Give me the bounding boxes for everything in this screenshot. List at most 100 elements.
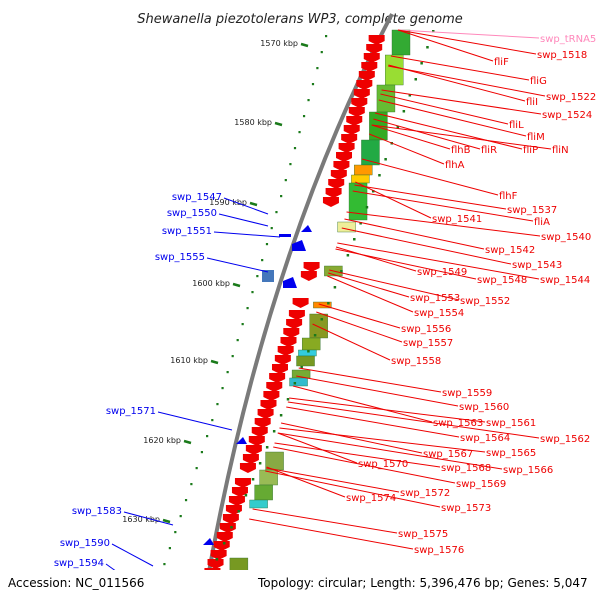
cds-block xyxy=(301,337,321,351)
minor-tick xyxy=(256,275,259,278)
reverse-gene-arrow xyxy=(280,337,297,347)
minor-tick xyxy=(184,499,188,502)
reverse-gene-label: fliM xyxy=(527,132,545,143)
reverse-gene-label: swp_1566 xyxy=(503,465,553,476)
accession-text: Accession: NC_011566 xyxy=(8,576,144,590)
leader-line xyxy=(328,272,410,298)
reverse-gene-arrow xyxy=(242,454,259,464)
reverse-gene-label: swp_1537 xyxy=(507,205,557,216)
reverse-gene-arrow xyxy=(286,319,303,329)
minor-tick xyxy=(251,291,254,294)
leader-line xyxy=(374,112,523,150)
minor-tick xyxy=(200,451,204,454)
cds-color-blocks xyxy=(220,29,411,600)
leader-line xyxy=(218,213,269,227)
reverse-gene-arrow xyxy=(336,152,353,162)
reverse-gene-label: swp_1549 xyxy=(417,267,467,278)
kbp-label: 1620 kbp xyxy=(143,436,181,445)
leader-line xyxy=(318,303,401,329)
reverse-gene-label: swp_1573 xyxy=(441,503,491,514)
reverse-gene-label: swp_1568 xyxy=(441,463,491,474)
forward-gene xyxy=(236,437,247,444)
leader-line xyxy=(355,181,432,219)
minor-tick xyxy=(251,478,255,481)
reverse-gene-arrow xyxy=(271,364,288,374)
reverse-gene-label: swp_1522 xyxy=(546,92,596,103)
minor-tick xyxy=(286,398,290,401)
reverse-gene-label: swp_1524 xyxy=(542,110,592,121)
reverse-gene-arrow xyxy=(351,98,368,108)
leader-line xyxy=(397,29,540,39)
topology-text: Topology: circular; Length: 5,396,476 bp… xyxy=(257,576,588,590)
reverse-gene-arrow xyxy=(353,89,370,99)
cds-block xyxy=(249,499,268,509)
reverse-gene-arrow xyxy=(333,161,350,171)
reverse-gene-arrow xyxy=(251,427,268,437)
reverse-gene-label: swp_1565 xyxy=(486,448,536,459)
leader-line xyxy=(157,411,233,431)
leader-line xyxy=(266,466,346,498)
forward-gene-label: swp_1594 xyxy=(54,558,104,569)
reverse-labels: swp_tRNA5 swp_1518 fliF fliG swp_1522 fliI swp… xyxy=(249,29,596,556)
reverse-gene-label: swp_1560 xyxy=(459,402,509,413)
forward-gene xyxy=(203,538,214,545)
minor-tick xyxy=(371,190,375,193)
minor-tick xyxy=(246,307,249,310)
leader-line xyxy=(371,124,451,150)
reverse-gene-arrow xyxy=(266,382,283,392)
reverse-gene-label: swp_1575 xyxy=(398,529,448,540)
map-title: Shewanella piezotolerans WP3, complete g… xyxy=(137,12,463,27)
minor-tick xyxy=(302,115,306,118)
reverse-gene-label: swp_1548 xyxy=(477,275,527,286)
minor-tick xyxy=(396,126,400,129)
minor-tick xyxy=(216,403,219,406)
reverse-gene-arrow xyxy=(274,355,291,365)
minor-tick xyxy=(261,259,264,262)
minor-tick xyxy=(230,526,233,529)
reverse-gene-label: fliL xyxy=(509,120,524,131)
reverse-gene-arrow xyxy=(288,310,305,320)
leader-line xyxy=(266,467,400,493)
reverse-gene-label: swp_1543 xyxy=(512,260,562,271)
leader-line xyxy=(111,543,154,567)
footer-bg xyxy=(0,570,600,600)
major-tick xyxy=(274,121,283,127)
minor-tick xyxy=(265,446,269,449)
leader-line xyxy=(397,29,537,55)
reverse-gene-label: swp_1567 xyxy=(423,449,473,460)
reverse-gene-arrow xyxy=(330,170,347,180)
leader-line xyxy=(378,99,527,137)
leader-line xyxy=(352,190,534,222)
minor-tick xyxy=(168,547,171,550)
reverse-gene-arrow xyxy=(303,262,320,272)
minor-tick xyxy=(195,467,198,470)
minor-tick xyxy=(179,515,182,518)
reverse-gene-label: swp_1540 xyxy=(541,232,591,243)
leader-line xyxy=(388,64,526,102)
reverse-gene-label: swp_1561 xyxy=(486,418,536,429)
major-tick xyxy=(183,439,192,445)
leader-line xyxy=(213,231,281,238)
minor-tick xyxy=(163,563,166,566)
reverse-gene-label: swp_1518 xyxy=(537,50,587,61)
minor-tick xyxy=(365,206,369,209)
reverse-gene-arrow xyxy=(245,445,262,455)
leader-line xyxy=(397,29,494,62)
reverse-gene-arrow xyxy=(239,463,256,473)
reverse-gene-arrow xyxy=(368,35,385,45)
leader-line xyxy=(252,508,398,534)
minor-tick xyxy=(353,238,356,241)
cds-block xyxy=(354,164,373,176)
forward-gene-label: swp_1571 xyxy=(106,406,156,417)
minor-tick xyxy=(190,483,193,486)
minor-tick xyxy=(333,286,337,289)
reverse-gene-arrow xyxy=(219,523,236,533)
reverse-gene-arrow xyxy=(254,418,271,428)
minor-tick xyxy=(221,387,224,390)
reverse-gene-arrow xyxy=(322,197,339,207)
leader-line xyxy=(289,397,486,423)
cds-block xyxy=(309,313,328,339)
leader-line xyxy=(296,375,459,407)
minor-tick xyxy=(311,83,315,86)
leader-line xyxy=(316,311,403,343)
